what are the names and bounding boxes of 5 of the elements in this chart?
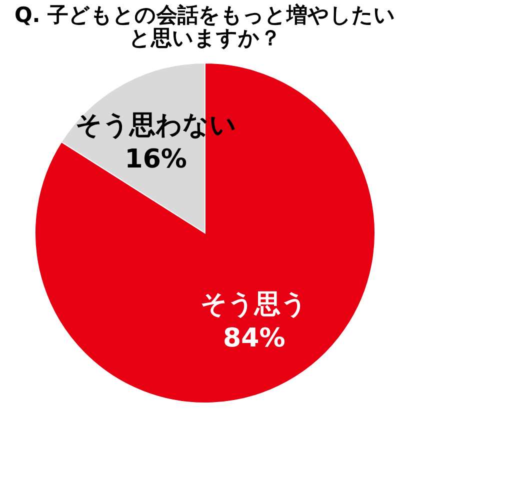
data-label: 16% xyxy=(124,144,187,175)
slice-label: そう思う xyxy=(200,289,308,320)
pie-slice xyxy=(34,62,376,404)
chart-title: Q. 子どもとの会話をもっと増やしたいと思いますか？ xyxy=(14,3,396,50)
data-label: 84% xyxy=(223,323,286,354)
